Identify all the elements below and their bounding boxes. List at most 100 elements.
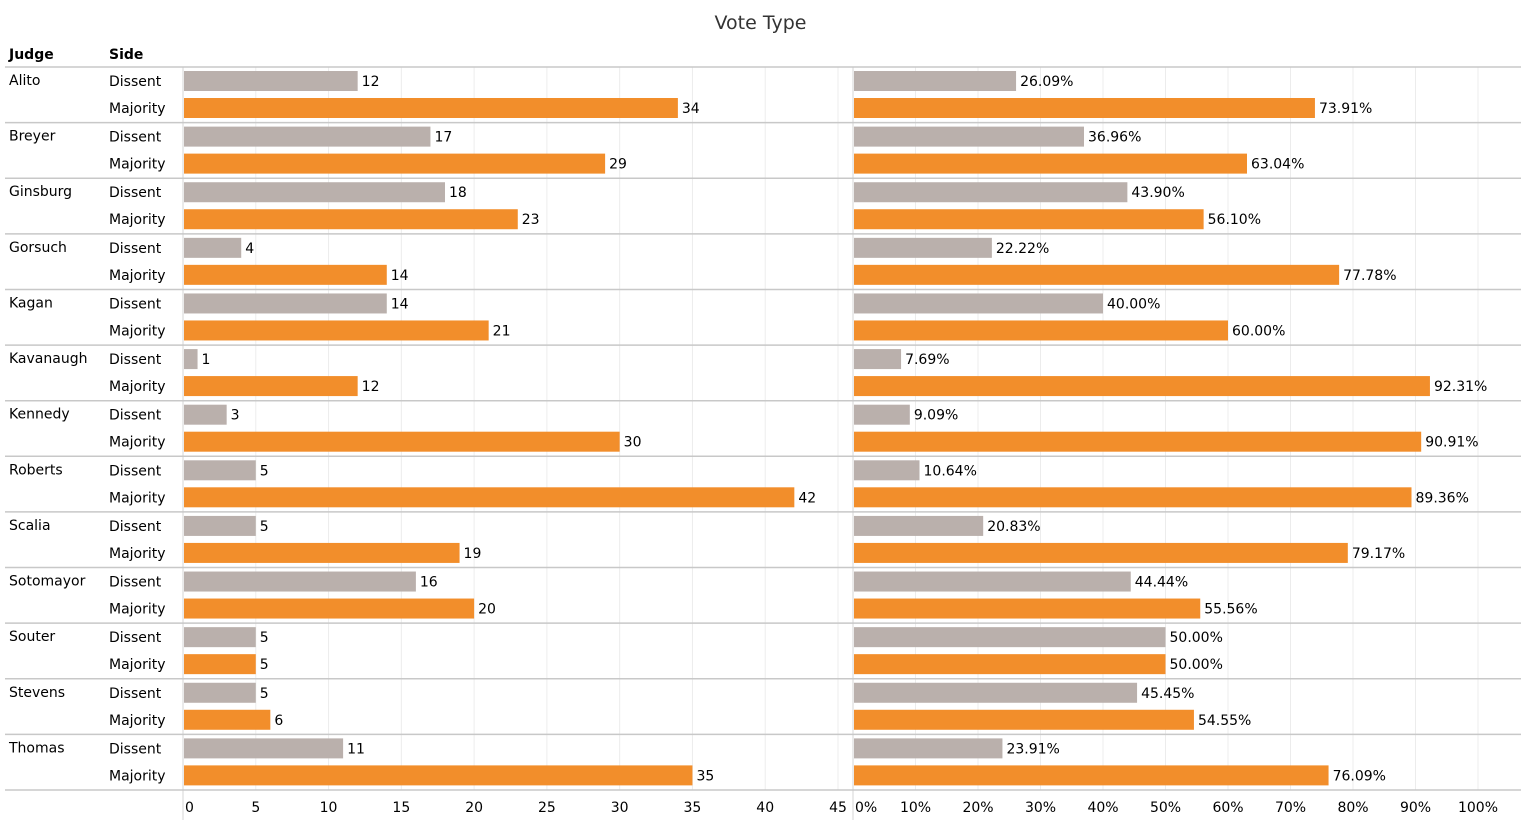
judge-label: Breyer — [9, 129, 56, 145]
x-tick-label-percent: 10% — [900, 800, 931, 816]
column-header-side: Side — [109, 47, 144, 63]
data-label-percent: 76.09% — [1333, 768, 1386, 784]
side-label: Majority — [109, 657, 166, 673]
x-tick-label-percent: 40% — [1087, 800, 1118, 816]
data-label-percent: 56.10% — [1208, 212, 1261, 228]
bar-percent-majority — [854, 264, 1340, 285]
data-label-percent: 50.00% — [1170, 630, 1223, 646]
data-label-count: 3 — [231, 408, 240, 424]
x-tick-label-count: 10 — [320, 800, 338, 816]
judge-label: Gorsuch — [9, 240, 67, 256]
bar-count-dissent — [184, 682, 256, 703]
bar-count-dissent — [184, 571, 416, 592]
side-label: Dissent — [109, 185, 162, 201]
bar-count-dissent — [184, 349, 198, 370]
bar-percent-majority — [854, 153, 1247, 174]
bar-percent-dissent — [854, 293, 1103, 314]
side-label: Dissent — [109, 519, 162, 535]
side-label: Dissent — [109, 130, 162, 146]
bar-percent-dissent — [854, 682, 1138, 703]
bar-percent-dissent — [854, 237, 992, 258]
x-tick-label-count: 0 — [185, 800, 194, 816]
side-label: Dissent — [109, 296, 162, 312]
data-label-count: 5 — [260, 519, 269, 535]
x-tick-label-percent: 60% — [1212, 800, 1243, 816]
x-tick-label-count: 30 — [611, 800, 629, 816]
bar-count-dissent — [184, 404, 227, 425]
bar-count-dissent — [184, 627, 256, 648]
side-label: Majority — [109, 379, 166, 395]
data-label-percent: 45.45% — [1141, 686, 1194, 702]
side-label: Majority — [109, 101, 166, 117]
data-label-percent: 63.04% — [1251, 157, 1304, 173]
x-tick-label-percent: 30% — [1025, 800, 1056, 816]
side-label: Majority — [109, 768, 166, 784]
x-tick-label-count: 5 — [251, 800, 260, 816]
bar-percent-majority — [854, 431, 1422, 452]
data-label-count: 30 — [624, 435, 642, 451]
side-label: Dissent — [109, 630, 162, 646]
x-tick-label-percent: 70% — [1275, 800, 1306, 816]
bar-percent-dissent — [854, 71, 1017, 91]
data-label-count: 4 — [245, 241, 254, 257]
data-label-count: 34 — [682, 101, 700, 117]
bar-count-dissent — [184, 237, 242, 258]
bar-count-majority — [184, 654, 256, 675]
data-label-count: 5 — [260, 686, 269, 702]
x-tick-label-percent: 100% — [1458, 800, 1498, 816]
x-tick-label-percent: 50% — [1150, 800, 1181, 816]
bar-percent-dissent — [854, 126, 1084, 147]
data-label-count: 6 — [274, 713, 283, 729]
bar-count-majority — [184, 431, 620, 452]
judge-label: Ginsburg — [9, 184, 72, 200]
column-header-judge: Judge — [9, 47, 54, 63]
data-label-count: 5 — [260, 463, 269, 479]
bar-count-majority — [184, 376, 358, 397]
data-label-count: 12 — [362, 74, 380, 90]
bar-count-dissent — [184, 293, 387, 314]
x-tick-label-count: 45 — [829, 800, 847, 816]
data-label-count: 21 — [493, 323, 511, 339]
data-label-percent: 92.31% — [1434, 379, 1487, 395]
data-label-percent: 36.96% — [1088, 130, 1141, 146]
side-label: Majority — [109, 602, 166, 618]
judge-label: Roberts — [9, 462, 63, 478]
side-label: Majority — [109, 490, 166, 506]
data-label-percent: 20.83% — [987, 519, 1040, 535]
data-label-count: 14 — [391, 268, 409, 284]
bar-percent-dissent — [854, 571, 1131, 592]
data-label-count: 11 — [347, 741, 365, 757]
side-label: Dissent — [109, 241, 162, 257]
bar-count-dissent — [184, 182, 445, 203]
data-label-count: 16 — [420, 575, 438, 591]
data-label-percent: 7.69% — [905, 352, 949, 368]
judge-label: Kennedy — [9, 407, 70, 423]
bar-percent-majority — [854, 542, 1348, 563]
data-label-percent: 23.91% — [1006, 741, 1059, 757]
data-label-percent: 50.00% — [1170, 657, 1223, 673]
data-label-count: 12 — [362, 379, 380, 395]
data-label-count: 20 — [478, 602, 496, 618]
data-label-count: 17 — [434, 130, 452, 146]
bar-percent-majority — [854, 598, 1201, 619]
x-tick-label-percent: 90% — [1400, 800, 1431, 816]
bar-count-majority — [184, 709, 271, 730]
data-label-count: 23 — [522, 212, 540, 228]
data-label-count: 14 — [391, 296, 409, 312]
bar-percent-majority — [854, 709, 1194, 730]
data-label-count: 18 — [449, 185, 467, 201]
data-label-percent: 9.09% — [914, 408, 958, 424]
bar-percent-majority — [854, 487, 1412, 508]
x-tick-label-percent: 20% — [962, 800, 993, 816]
data-label-percent: 90.91% — [1425, 435, 1478, 451]
side-label: Majority — [109, 157, 166, 173]
data-label-percent: 77.78% — [1343, 268, 1396, 284]
bar-count-majority — [184, 153, 606, 174]
data-label-count: 35 — [696, 768, 714, 784]
side-label: Majority — [109, 546, 166, 562]
chart-title: Vote Type — [714, 12, 807, 34]
data-label-count: 5 — [260, 657, 269, 673]
bar-percent-majority — [854, 765, 1329, 786]
bar-percent-majority — [854, 320, 1228, 341]
bar-percent-dissent — [854, 515, 984, 536]
